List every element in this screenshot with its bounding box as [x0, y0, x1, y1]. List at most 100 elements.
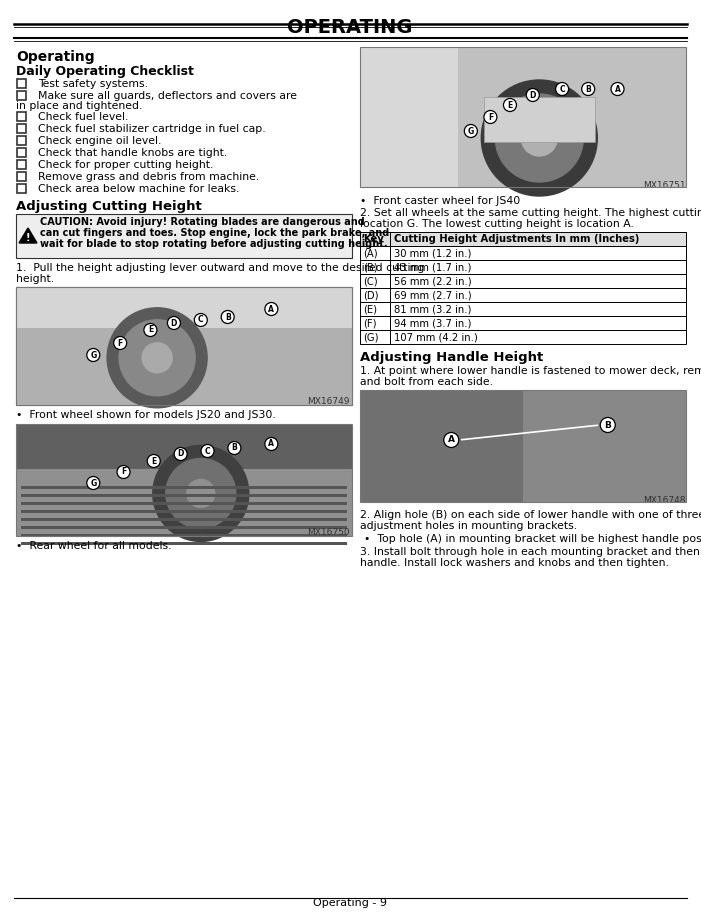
- Circle shape: [600, 418, 615, 432]
- Bar: [360, 260, 686, 274]
- Polygon shape: [19, 228, 37, 243]
- Bar: [16, 424, 352, 536]
- Bar: [360, 302, 686, 316]
- Circle shape: [482, 80, 597, 196]
- Polygon shape: [22, 231, 34, 241]
- Text: MX16749: MX16749: [308, 397, 350, 406]
- Text: A: A: [615, 84, 620, 93]
- Text: 107 mm (4.2 in.): 107 mm (4.2 in.): [394, 332, 478, 342]
- Text: D: D: [177, 450, 184, 459]
- Text: B: B: [604, 420, 611, 430]
- Bar: [17, 184, 26, 193]
- Bar: [21, 509, 347, 513]
- Bar: [17, 148, 26, 157]
- Text: Cutting Height Adjustments In mm (Inches): Cutting Height Adjustments In mm (Inches…: [394, 234, 639, 244]
- Text: 94 mm (3.7 in.): 94 mm (3.7 in.): [394, 318, 471, 328]
- Text: E: E: [151, 456, 156, 465]
- Circle shape: [147, 454, 161, 467]
- Circle shape: [87, 348, 100, 362]
- Text: G: G: [90, 351, 97, 359]
- Bar: [16, 287, 352, 328]
- Text: D: D: [529, 91, 536, 100]
- Bar: [360, 288, 686, 302]
- Text: Operating - 9: Operating - 9: [313, 898, 387, 908]
- Bar: [16, 424, 352, 536]
- Bar: [360, 316, 686, 330]
- Bar: [360, 390, 686, 502]
- Bar: [17, 79, 26, 88]
- Text: Check engine oil level.: Check engine oil level.: [38, 136, 161, 146]
- Text: •  Front wheel shown for models JS20 and JS30.: • Front wheel shown for models JS20 and …: [16, 410, 275, 420]
- Bar: [16, 287, 352, 405]
- Bar: [21, 541, 347, 545]
- Circle shape: [444, 432, 458, 448]
- Text: •  Rear wheel for all models.: • Rear wheel for all models.: [16, 541, 172, 551]
- Bar: [360, 47, 458, 187]
- Text: •  Front caster wheel for JS40: • Front caster wheel for JS40: [360, 196, 520, 206]
- Circle shape: [228, 442, 241, 454]
- Circle shape: [153, 445, 249, 541]
- Bar: [17, 112, 26, 121]
- Text: 2. Set all wheels at the same cutting height. The highest cutting height is: 2. Set all wheels at the same cutting he…: [360, 208, 701, 218]
- Bar: [16, 287, 352, 405]
- Text: B: B: [225, 312, 231, 322]
- Text: (B): (B): [363, 262, 378, 272]
- Text: (G): (G): [363, 332, 379, 342]
- Bar: [17, 172, 26, 181]
- Circle shape: [144, 323, 157, 336]
- Text: Check that handle knobs are tight.: Check that handle knobs are tight.: [38, 148, 227, 158]
- Bar: [21, 494, 347, 496]
- Text: Test safety systems.: Test safety systems.: [38, 79, 148, 89]
- Circle shape: [117, 465, 130, 478]
- Text: Adjusting Cutting Height: Adjusting Cutting Height: [16, 200, 202, 213]
- Text: Operating: Operating: [16, 50, 95, 64]
- Bar: [21, 534, 347, 537]
- Circle shape: [174, 448, 187, 461]
- Circle shape: [222, 311, 234, 323]
- Text: Check fuel level.: Check fuel level.: [38, 112, 128, 122]
- Text: Check area below machine for leaks.: Check area below machine for leaks.: [38, 184, 239, 194]
- Text: Adjusting Handle Height: Adjusting Handle Height: [360, 351, 543, 364]
- Circle shape: [526, 89, 539, 102]
- Text: 2. Align hole (B) on each side of lower handle with one of three height: 2. Align hole (B) on each side of lower …: [360, 510, 701, 520]
- Circle shape: [201, 444, 214, 457]
- Text: •  Top hole (A) in mounting bracket will be highest handle position.: • Top hole (A) in mounting bracket will …: [364, 534, 701, 544]
- Bar: [21, 526, 347, 529]
- Bar: [21, 485, 347, 488]
- Circle shape: [265, 438, 278, 451]
- Circle shape: [464, 125, 477, 137]
- Text: B: B: [585, 84, 591, 93]
- Text: F: F: [121, 467, 126, 476]
- Circle shape: [503, 99, 517, 112]
- Text: C: C: [559, 84, 565, 93]
- Bar: [17, 124, 26, 133]
- Bar: [16, 287, 352, 405]
- Text: A: A: [448, 435, 455, 444]
- Bar: [21, 502, 347, 505]
- Text: CAUTION: Avoid injury! Rotating blades are dangerous and: CAUTION: Avoid injury! Rotating blades a…: [40, 217, 365, 227]
- Circle shape: [168, 317, 180, 330]
- Circle shape: [522, 120, 557, 156]
- Text: 43 mm (1.7 in.): 43 mm (1.7 in.): [394, 262, 471, 272]
- Circle shape: [142, 343, 172, 373]
- Text: can cut fingers and toes. Stop engine, lock the park brake, and: can cut fingers and toes. Stop engine, l…: [40, 228, 389, 238]
- Text: B: B: [231, 443, 237, 453]
- Text: C: C: [198, 315, 203, 324]
- Bar: [360, 330, 686, 344]
- Text: 1. At point where lower handle is fastened to mower deck, remove knob: 1. At point where lower handle is fasten…: [360, 366, 701, 376]
- Text: (D): (D): [363, 290, 379, 300]
- Bar: [360, 390, 686, 502]
- Text: (C): (C): [363, 276, 378, 286]
- Text: A: A: [268, 304, 274, 313]
- Circle shape: [87, 476, 100, 489]
- Polygon shape: [484, 97, 594, 142]
- Text: G: G: [468, 126, 474, 136]
- Circle shape: [556, 82, 569, 95]
- Bar: [360, 47, 686, 187]
- Text: 30 mm (1.2 in.): 30 mm (1.2 in.): [394, 248, 471, 258]
- Text: (A): (A): [363, 248, 378, 258]
- Text: Daily Operating Checklist: Daily Operating Checklist: [16, 65, 194, 78]
- Circle shape: [265, 302, 278, 315]
- Text: adjustment holes in mounting brackets.: adjustment holes in mounting brackets.: [360, 521, 577, 531]
- Text: D: D: [171, 319, 177, 328]
